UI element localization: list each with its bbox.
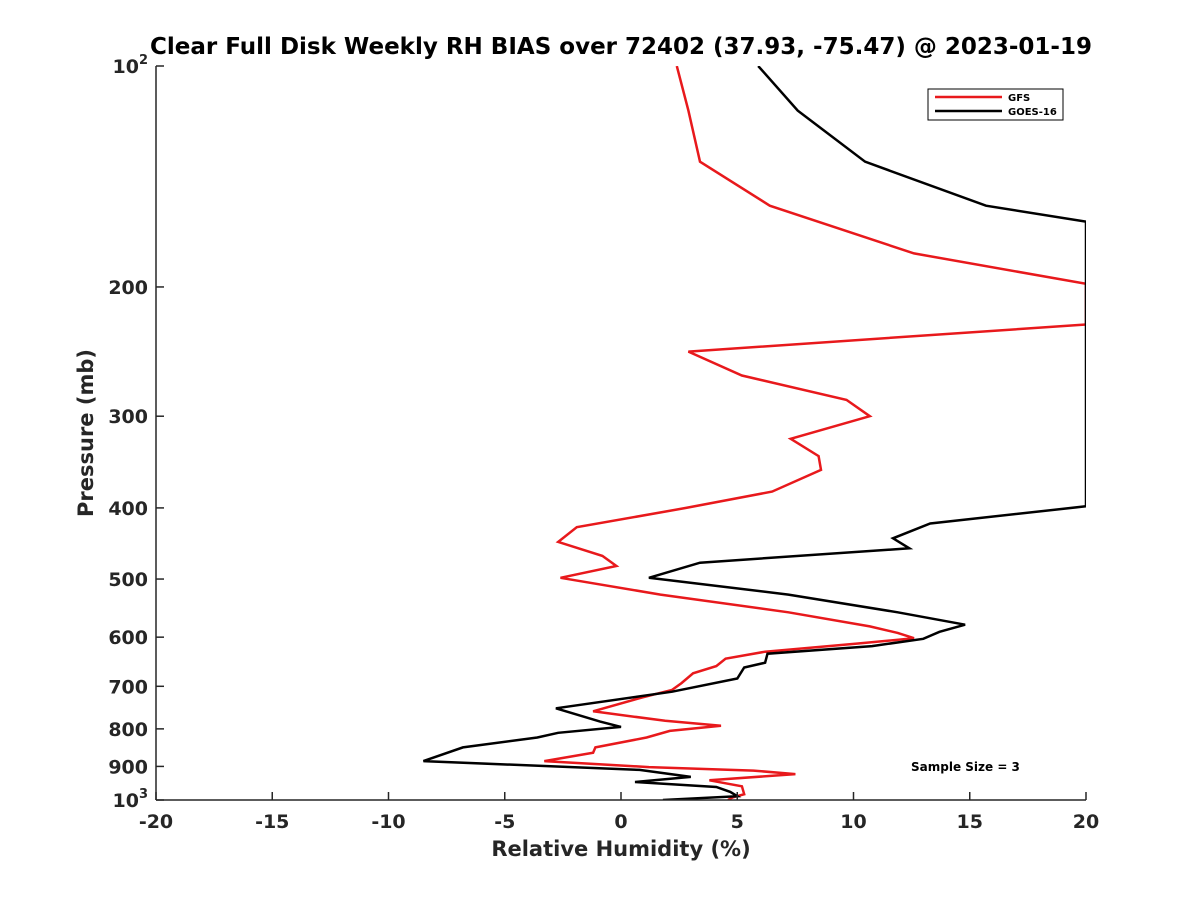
chart-title: Clear Full Disk Weekly RH BIAS over 7240…: [150, 34, 1092, 60]
y-tick-label: 500: [108, 569, 148, 591]
x-tick-label: 20: [1073, 811, 1099, 833]
x-tick-label: 5: [731, 811, 744, 833]
sample-size-annotation: Sample Size = 3: [911, 760, 1020, 774]
legend: GFS GOES-16: [927, 88, 1064, 121]
series-line-gfs: [544, 66, 1086, 800]
y-tick-label: 900: [108, 756, 148, 778]
y-tick-label: 700: [108, 676, 148, 698]
x-axis-label: Relative Humidity (%): [491, 837, 750, 861]
y-tick-label: 102: [113, 53, 149, 78]
y-tick-label: 200: [108, 277, 148, 299]
x-tick-label: -5: [494, 811, 515, 833]
y-tick-label: 800: [108, 719, 148, 741]
y-tick-label: 103: [113, 787, 149, 812]
x-tick-label: 10: [840, 811, 866, 833]
series-layer: [422, 66, 1086, 800]
y-axis-label: Pressure (mb): [74, 349, 98, 517]
x-tick-label: -20: [139, 811, 173, 833]
y-ticks: 102 200 300 400 500 600 700 800 900 103: [108, 53, 164, 812]
x-ticks: -20 -15 -10 -5 0 5 10 15 20: [139, 792, 1099, 833]
legend-box: [927, 88, 1064, 121]
legend-label-goes16: GOES-16: [1008, 107, 1057, 118]
y-tick-label: 300: [108, 406, 148, 428]
x-tick-label: -15: [255, 811, 289, 833]
series-line-goes16: [422, 66, 1086, 800]
x-tick-label: 15: [957, 811, 983, 833]
y-tick-label: 400: [108, 498, 148, 520]
x-tick-label: 0: [614, 811, 627, 833]
legend-label-gfs: GFS: [1008, 93, 1030, 104]
plot-area: [156, 66, 1086, 800]
y-tick-label: 600: [108, 627, 148, 649]
x-tick-label: -10: [371, 811, 405, 833]
